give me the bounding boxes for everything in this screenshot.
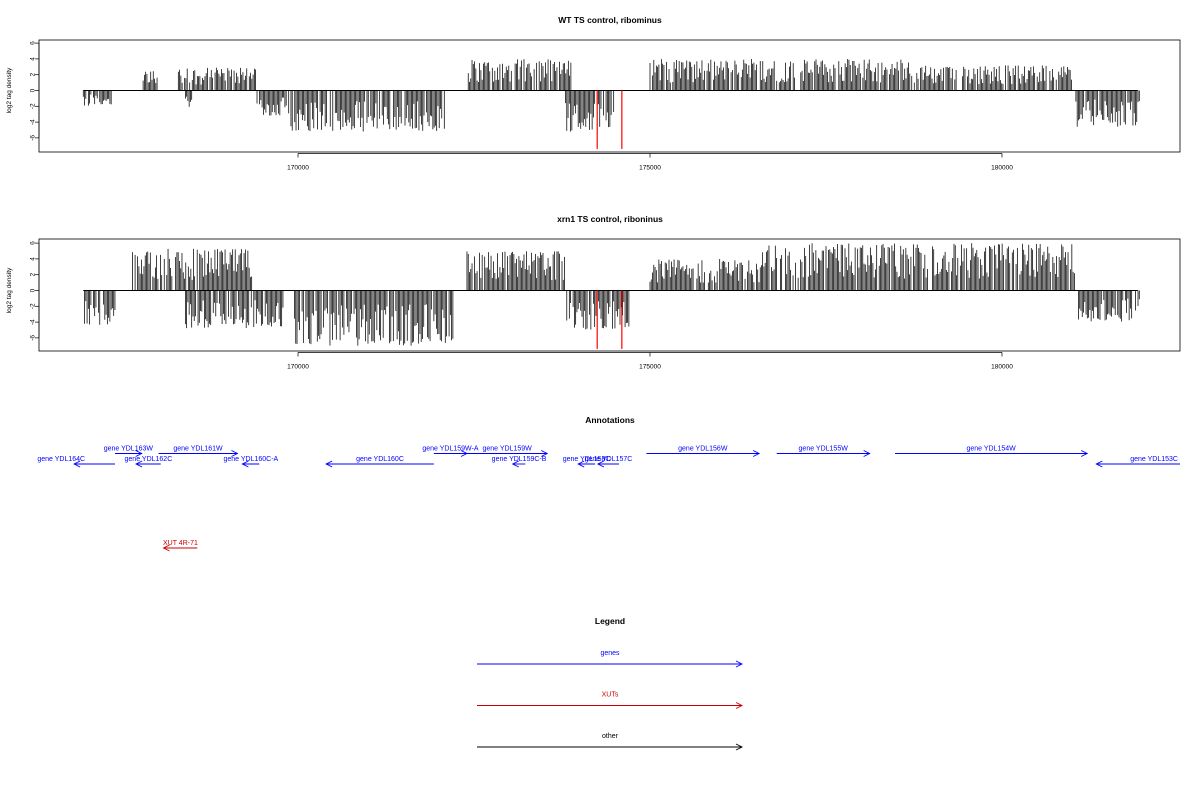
feature: XUT 4R-71 (162, 540, 198, 552)
y-tick-label: -4 (29, 319, 36, 325)
y-tick-label: -2 (29, 303, 36, 309)
y-tick-label: -2 (29, 103, 36, 109)
arrowhead (162, 544, 170, 552)
y-tick-label: 4 (29, 257, 36, 261)
chart-title: WT TS control, ribominus (558, 15, 662, 25)
legend-item: other (477, 733, 744, 751)
feature: gene YDL160C (325, 456, 434, 468)
legend-label: other (602, 733, 619, 740)
arrowhead (752, 450, 761, 457)
y-tick-label: -6 (29, 135, 36, 141)
feature: gene YDL156W (646, 446, 761, 457)
density-bars (82, 58, 1140, 132)
x-tick-label: 180000 (991, 165, 1013, 172)
arrowhead (863, 450, 871, 457)
arrowhead (135, 460, 143, 468)
y-tick-label: 6 (29, 241, 36, 245)
feature: gene YDL159W-A (422, 446, 479, 457)
density-bars (84, 243, 1140, 346)
legend: Legend genes XUTs other (477, 616, 744, 751)
arrowhead (511, 460, 519, 468)
arrowhead (1095, 460, 1103, 468)
y-tick-label: -4 (29, 119, 36, 125)
arrowhead (596, 460, 605, 468)
feature: gene YDL157C (585, 456, 633, 468)
legend-title: Legend (595, 616, 625, 626)
arrowhead (135, 450, 143, 457)
feature-label: gene YDL159W-A (422, 446, 478, 453)
feature-label: gene YDL159W (482, 446, 532, 453)
legend-item: XUTs (477, 692, 744, 709)
y-tick-label: 0 (29, 88, 36, 92)
arrowhead (241, 460, 249, 468)
feature-label: gene YDL161W (173, 446, 223, 453)
feature-label: XUT 4R-71 (163, 540, 198, 547)
y-axis-label: log2 tag density (6, 67, 13, 113)
annotations-title: Annotations (585, 415, 635, 425)
legend-item: genes (477, 650, 744, 668)
x-tick-label: 170000 (287, 364, 309, 371)
feature: gene YDL158C (563, 456, 611, 468)
feature: gene YDL161W (158, 446, 239, 457)
x-tick-label: 175000 (639, 364, 661, 371)
feature: gene YDL162C (125, 456, 173, 468)
arrowhead (1080, 450, 1089, 457)
y-tick-label: 2 (29, 273, 36, 277)
feature: gene YDL160C-A (223, 456, 279, 468)
x-tick-label: 170000 (287, 165, 309, 172)
x-tick-label: 175000 (639, 165, 661, 172)
feature: gene YDL159W (466, 446, 549, 457)
legend-arrowhead (735, 702, 744, 709)
feature: gene YDL163W (104, 446, 154, 457)
feature-label: gene YDL162C (125, 456, 173, 463)
legend-arrowhead (735, 660, 744, 668)
arrowhead (73, 460, 81, 468)
y-tick-label: -6 (29, 335, 36, 341)
feature-label: gene YDL160C (356, 456, 404, 463)
y-tick-label: 2 (29, 73, 36, 77)
feature: gene YDL159C-B (492, 456, 547, 468)
y-axis-label: log2 tag density (6, 267, 13, 313)
feature-label: gene YDL158C (563, 456, 611, 463)
arrowhead (325, 460, 333, 468)
feature-label: gene YDL155W (799, 446, 849, 453)
feature-label: gene YDL159C-B (492, 456, 547, 463)
y-tick-label: 0 (29, 288, 36, 292)
feature: gene YDL164C (37, 456, 115, 468)
feature-label: gene YDL164C (37, 456, 85, 463)
feature-label: gene YDL153C (1130, 456, 1178, 463)
arrowhead (577, 460, 585, 468)
feature-label: gene YDL163W (104, 446, 154, 453)
chart-title: xrn1 TS control, riboninus (557, 214, 663, 224)
y-tick-label: 6 (29, 41, 36, 45)
arrowhead (231, 450, 239, 457)
feature-label: gene YDL157C (585, 456, 633, 463)
legend-label: XUTs (602, 692, 619, 699)
feature-label: gene YDL156W (678, 446, 728, 453)
wt-panel: WT TS control, ribominus 6 4 2 0 -2 -4 -6 log2 t… (6, 15, 1181, 172)
legend-arrowhead (735, 743, 744, 751)
feature-label: gene YDL154W (966, 446, 1016, 453)
y-tick-label: 4 (29, 57, 36, 61)
arrowhead (541, 450, 549, 457)
feature: gene YDL153C (1095, 456, 1180, 468)
x-tick-label: 180000 (991, 364, 1013, 371)
feature: gene YDL154W (894, 446, 1089, 457)
legend-label: genes (600, 650, 620, 657)
feature-label: gene YDL160C-A (223, 456, 278, 463)
xrn1-panel: xrn1 TS control, riboninus 6 4 2 0 -2 -4 -6 log2… (6, 214, 1181, 371)
annotations-track: Annotations gene YDL163W gene YDL164C gene … (37, 415, 1180, 552)
feature: gene YDL155W (776, 446, 871, 457)
